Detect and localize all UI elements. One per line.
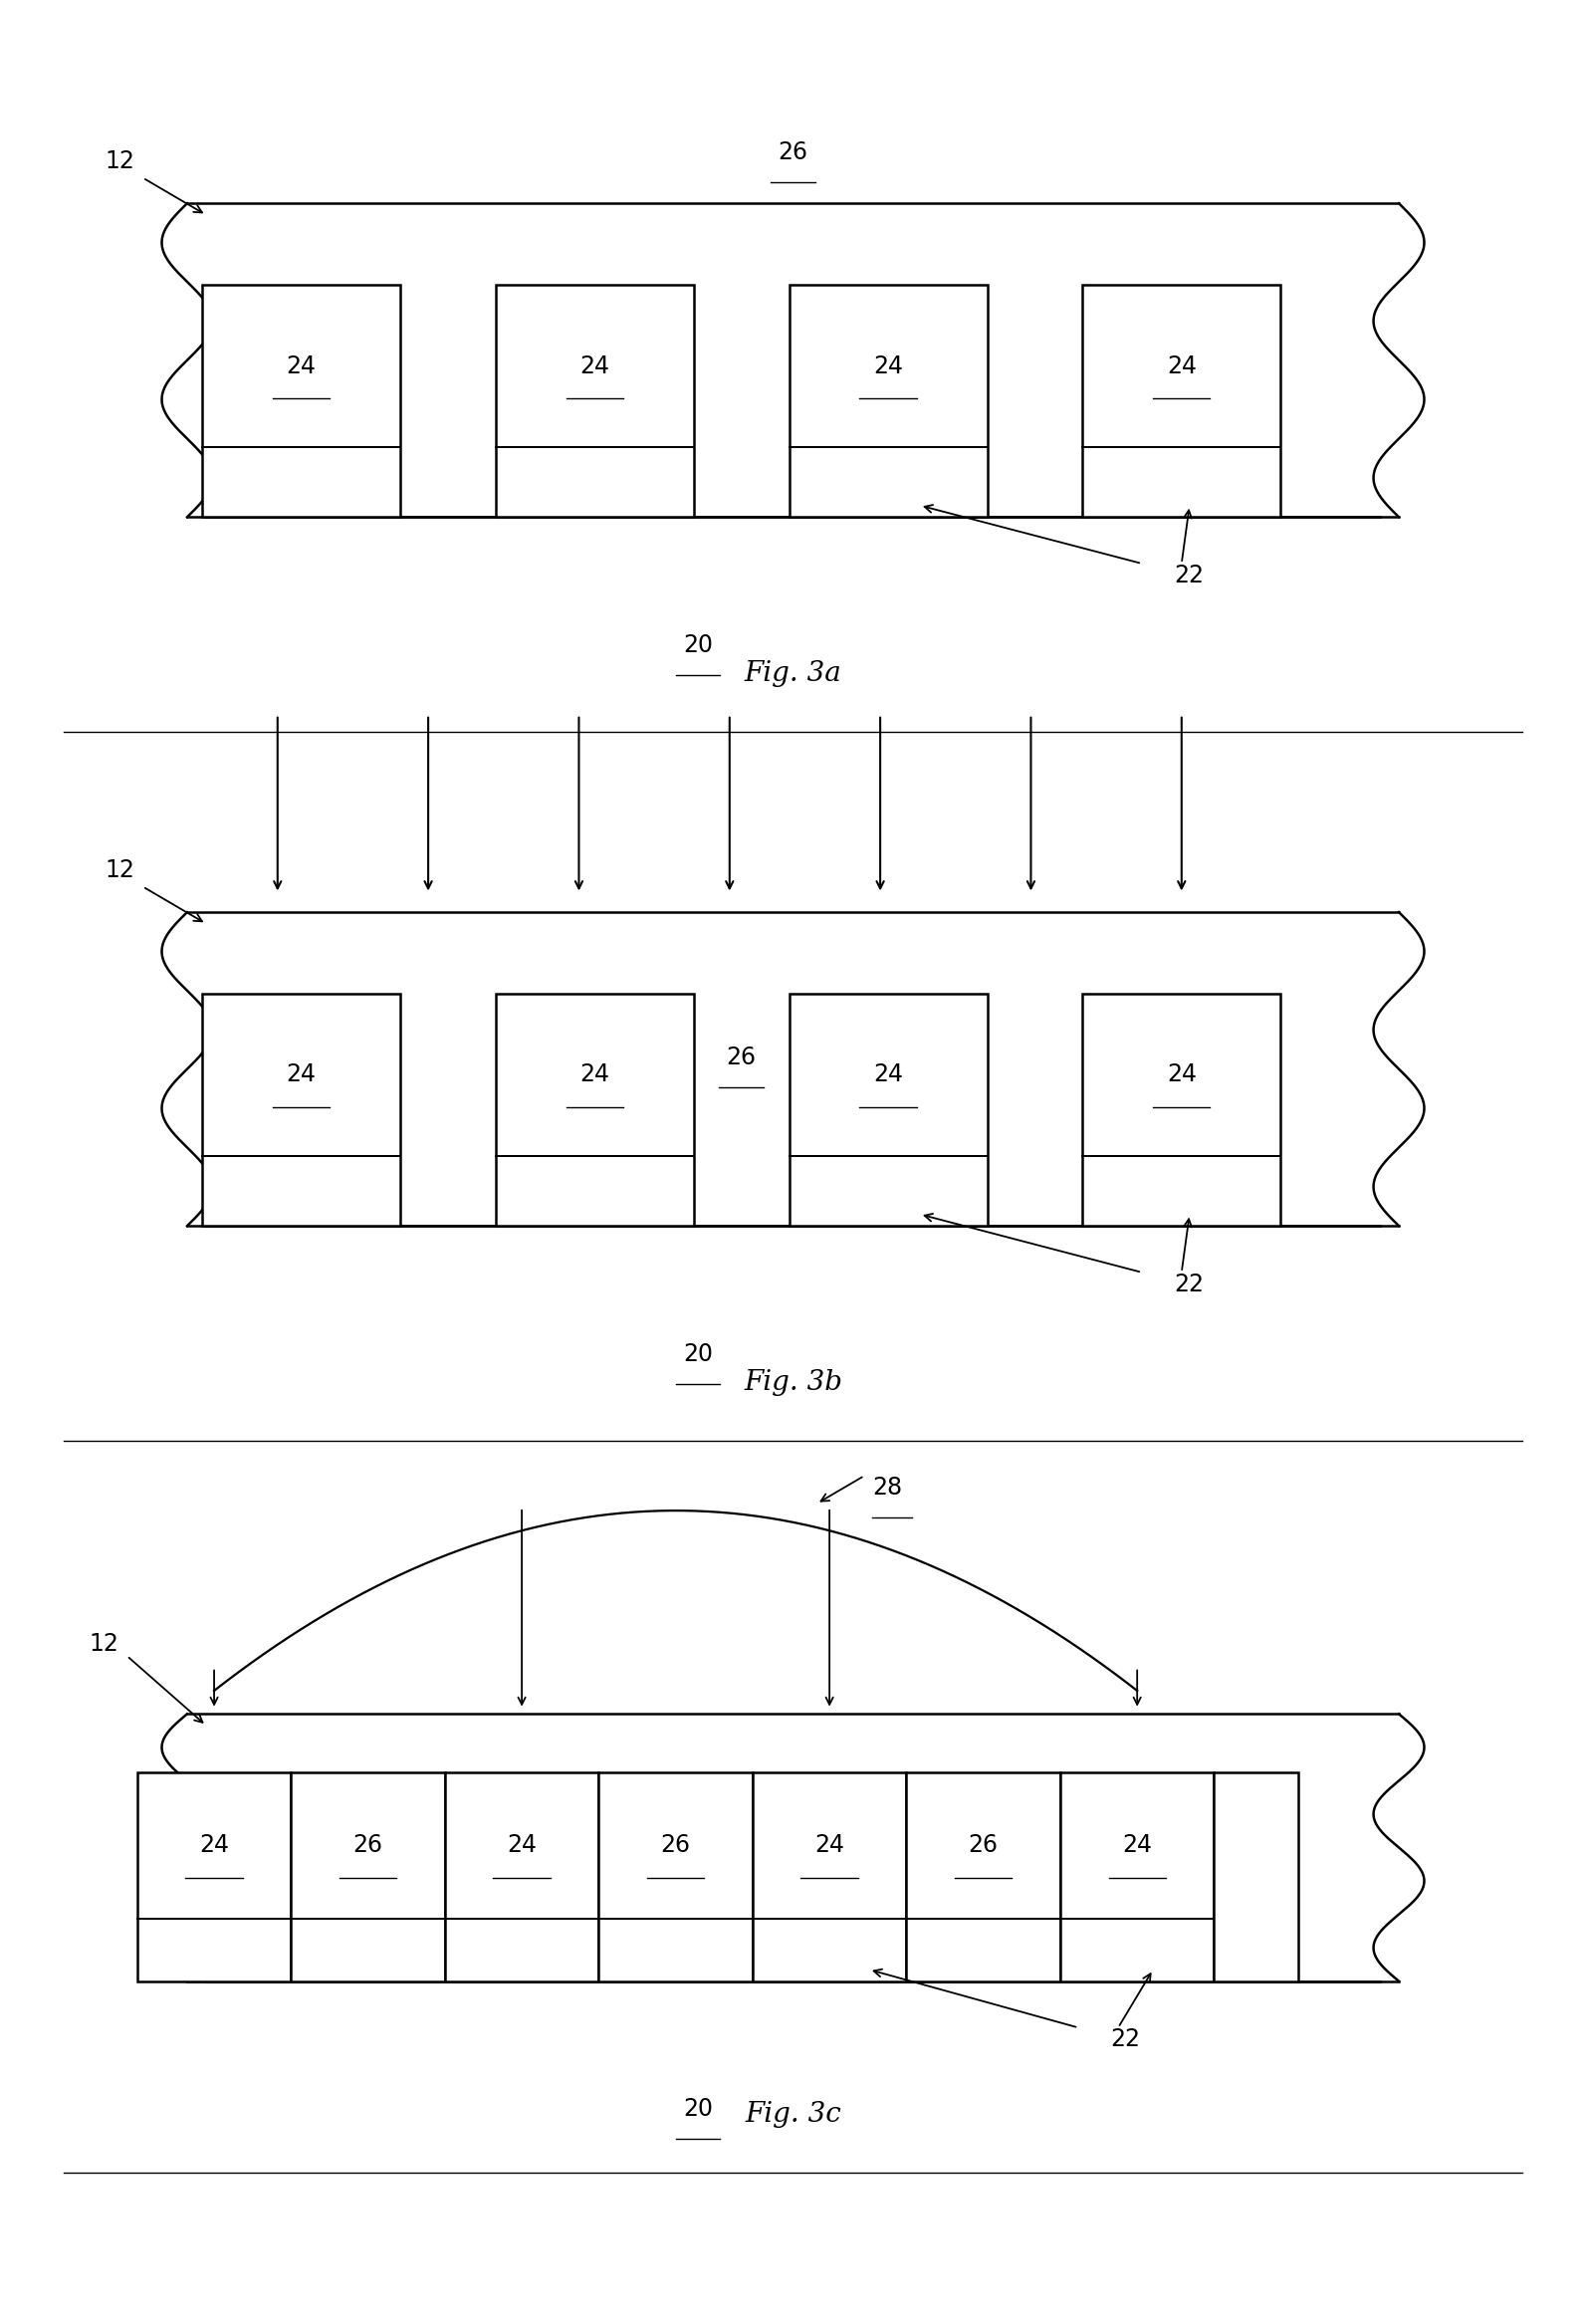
Bar	[446, 1771, 600, 1980]
Text: 24: 24	[287, 353, 316, 379]
Bar	[138, 1771, 292, 1980]
Text: Fig. 3b: Fig. 3b	[744, 1369, 842, 1397]
Text: 22: 22	[1110, 2027, 1140, 2052]
Bar	[292, 1771, 444, 1980]
Text: Fig. 3c: Fig. 3c	[745, 2101, 841, 2129]
Text: 24: 24	[580, 1062, 609, 1088]
Text: 24: 24	[580, 353, 609, 379]
Text: 12: 12	[89, 1631, 119, 1657]
Bar	[1083, 995, 1281, 1227]
Bar	[1083, 284, 1281, 518]
Bar	[1215, 1771, 1299, 1980]
Text: 20: 20	[684, 632, 712, 658]
Text: 24: 24	[1167, 1062, 1196, 1088]
Text: 12: 12	[105, 149, 135, 174]
Text: 24: 24	[1167, 353, 1196, 379]
Text: 24: 24	[1123, 1834, 1151, 1857]
Text: 24: 24	[200, 1834, 228, 1857]
Bar	[907, 1771, 1059, 1980]
Text: 26: 26	[969, 1834, 998, 1857]
Text: Fig. 3a: Fig. 3a	[744, 660, 842, 688]
Text: 22: 22	[1174, 1271, 1204, 1297]
Bar	[203, 284, 400, 518]
Text: 24: 24	[874, 353, 902, 379]
Text: 20: 20	[684, 2096, 712, 2122]
Bar	[495, 995, 695, 1227]
Text: 22: 22	[1174, 562, 1204, 588]
Bar	[1059, 1771, 1215, 1980]
Text: 24: 24	[508, 1834, 536, 1857]
Text: 26: 26	[354, 1834, 382, 1857]
Text: 20: 20	[684, 1341, 712, 1367]
Text: 24: 24	[815, 1834, 844, 1857]
Bar	[495, 284, 695, 518]
Text: 12: 12	[105, 858, 135, 883]
Text: 24: 24	[287, 1062, 316, 1088]
Bar	[600, 1771, 753, 1980]
Text: 24: 24	[874, 1062, 902, 1088]
Text: 26: 26	[726, 1046, 757, 1069]
Text: 26: 26	[779, 139, 807, 165]
Bar	[203, 995, 400, 1227]
Bar	[753, 1771, 907, 1980]
Text: 26: 26	[661, 1834, 690, 1857]
Bar	[790, 995, 986, 1227]
Bar	[790, 284, 986, 518]
Text: 28: 28	[872, 1476, 902, 1499]
